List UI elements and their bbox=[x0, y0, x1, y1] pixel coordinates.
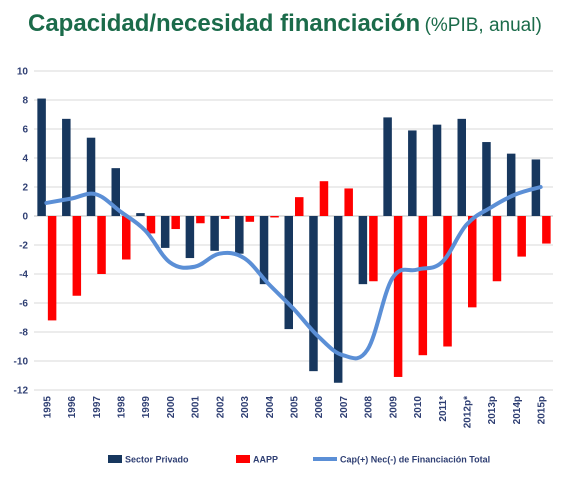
bar-sector-privado bbox=[136, 213, 145, 216]
bar-aapp bbox=[220, 216, 230, 219]
line-total-financiacion bbox=[44, 185, 543, 361]
bar-aapp bbox=[72, 216, 82, 296]
x-tick-label: 2004 bbox=[265, 396, 276, 419]
bar-aapp bbox=[245, 216, 255, 222]
legend-label: AAPP bbox=[253, 455, 278, 465]
bar-sector-privado bbox=[358, 216, 368, 285]
x-tick-label: 2015p bbox=[537, 396, 548, 424]
x-tick-label: 2008 bbox=[364, 396, 375, 419]
y-tick-label: 8 bbox=[22, 96, 28, 107]
x-tick-label: 2010 bbox=[413, 396, 424, 419]
bar-sector-privado bbox=[210, 216, 219, 251]
x-tick-label: 2013p bbox=[487, 396, 498, 424]
bar-sector-privado bbox=[160, 216, 170, 248]
y-tick-label: 4 bbox=[22, 154, 28, 165]
bar-sector-privado bbox=[482, 142, 491, 216]
bar-aapp bbox=[443, 216, 452, 347]
x-tick-label: 2003 bbox=[240, 396, 251, 419]
bar-sector-privado bbox=[185, 216, 195, 259]
bar-sector-privado bbox=[432, 124, 442, 216]
chart-title: Capacidad/necesidad financiación (%PIB, … bbox=[28, 10, 542, 38]
bar-aapp bbox=[270, 216, 279, 218]
x-tick-label: 2014p bbox=[512, 396, 523, 424]
y-tick-label: -12 bbox=[14, 386, 29, 397]
bar-aapp bbox=[97, 216, 106, 274]
bar-aapp bbox=[344, 188, 353, 216]
y-tick-label: 2 bbox=[22, 183, 28, 194]
chart-title-main: Capacidad/necesidad financiación bbox=[28, 10, 421, 37]
x-tick-label: 1995 bbox=[42, 396, 53, 419]
y-tick-label: -4 bbox=[19, 270, 28, 281]
bar-sector-privado bbox=[235, 216, 244, 254]
x-tick-label: 2000 bbox=[166, 396, 177, 419]
x-tick-label: 2007 bbox=[339, 396, 350, 419]
x-tick-label: 2009 bbox=[388, 396, 399, 419]
bar-sector-privado bbox=[62, 118, 71, 216]
bar-aapp bbox=[468, 216, 477, 308]
bar-sector-privado bbox=[457, 118, 466, 216]
bar-aapp bbox=[171, 216, 180, 230]
bar-sector-privado bbox=[259, 216, 269, 285]
x-tick-label: 1999 bbox=[141, 396, 152, 419]
bar-aapp bbox=[319, 181, 329, 216]
bar-aapp bbox=[393, 216, 403, 377]
bar-sector-privado bbox=[408, 130, 417, 216]
chart-title-sub: (%PIB, anual) bbox=[424, 15, 542, 36]
bar-sector-privado bbox=[383, 117, 392, 216]
bar-aapp bbox=[295, 197, 304, 216]
y-tick-label: 6 bbox=[22, 125, 28, 136]
y-tick-label: -8 bbox=[19, 328, 28, 339]
bar-aapp bbox=[369, 216, 378, 282]
bar-sector-privado bbox=[333, 216, 343, 383]
legend-swatch bbox=[108, 455, 122, 463]
y-tick-label: -6 bbox=[19, 299, 28, 310]
x-tick-label: 2005 bbox=[290, 396, 301, 419]
x-tick-label: 1997 bbox=[92, 396, 103, 419]
bar-aapp bbox=[122, 216, 131, 260]
x-tick-label: 2002 bbox=[215, 396, 226, 419]
y-tick-label: -2 bbox=[19, 241, 28, 252]
x-tick-label: 2006 bbox=[314, 396, 325, 419]
legend-label: Sector Privado bbox=[125, 455, 189, 465]
bar-sector-privado bbox=[309, 216, 318, 372]
x-tick-label: 2011* bbox=[438, 396, 449, 422]
bar-aapp bbox=[517, 216, 526, 257]
bar-sector-privado bbox=[37, 98, 46, 216]
x-tick-label: 2001 bbox=[191, 396, 202, 419]
bar-sector-privado bbox=[86, 137, 96, 216]
legend-swatch bbox=[236, 455, 250, 463]
y-tick-label: -10 bbox=[14, 357, 29, 368]
legend-label: Cap(+) Nec(-) de Financiación Total bbox=[340, 455, 490, 465]
bar-aapp bbox=[196, 216, 205, 224]
x-tick-label: 1996 bbox=[67, 396, 78, 419]
y-tick-label: 0 bbox=[22, 212, 28, 223]
bar-sector-privado bbox=[506, 153, 516, 216]
bar-aapp bbox=[47, 216, 57, 321]
x-tick-label: 1998 bbox=[117, 396, 128, 419]
bar-sector-privado bbox=[111, 168, 120, 216]
bar-aapp bbox=[492, 216, 502, 282]
x-tick-label: 2012p* bbox=[463, 396, 474, 428]
bar-sector-privado bbox=[284, 216, 293, 330]
y-tick-label: 10 bbox=[17, 67, 29, 78]
bar-aapp bbox=[146, 216, 156, 234]
bar-aapp bbox=[542, 216, 551, 244]
bar-aapp bbox=[418, 216, 428, 356]
